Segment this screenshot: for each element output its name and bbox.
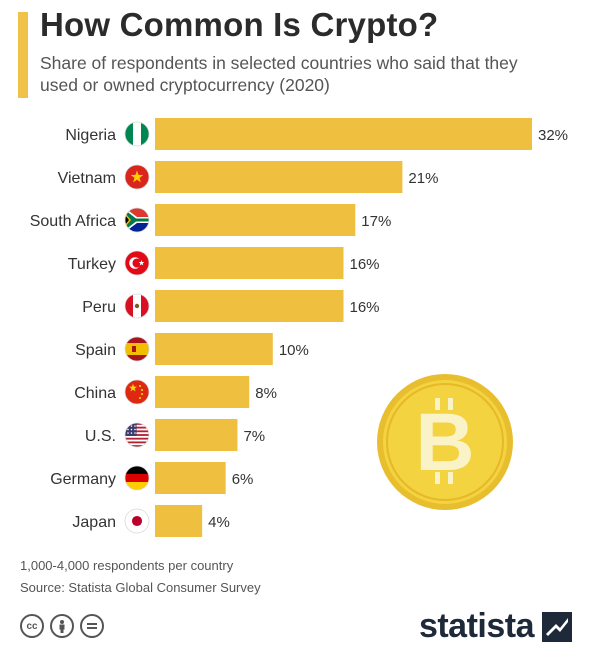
south-africa-flag-icon [124,207,150,233]
bar-row: U.S. 7% [85,419,265,451]
value-label: 16% [350,299,380,316]
chart-title: How Common Is Crypto? [40,6,439,43]
cc-icon: cc [20,614,44,638]
statista-logo[interactable]: statista [419,607,572,646]
spain-flag-icon [124,336,150,362]
china-flag-icon [124,379,150,405]
nigeria-flag-icon [124,121,150,147]
vietnam-flag-icon [124,164,150,190]
bar [155,462,226,494]
bar-row: Japan 4% [72,505,230,537]
bar [155,161,403,193]
value-label: 7% [243,428,265,445]
bar [155,204,356,236]
bar-chart: Nigeria 32% Vietnam 21% South Africa 17% Turke… [30,118,568,537]
bar [155,290,344,322]
bar [155,247,344,279]
value-label: 21% [408,170,438,187]
bar [155,376,250,408]
value-label: 10% [279,342,309,359]
value-label: 32% [538,127,568,144]
bar-row: Vietnam 21% [58,161,438,193]
statista-mark-icon [542,611,572,642]
chart-subtitle: Share of respondents in selected countri… [40,53,518,95]
value-label: 4% [208,514,230,531]
bar-row: China 8% [74,376,277,408]
japan-flag-icon [124,508,150,534]
category-label: U.S. [85,428,116,445]
bar [155,505,203,537]
nd-icon [80,614,104,638]
turkey-flag-icon [124,250,150,276]
bitcoin-coin-icon: B [377,374,513,510]
bar-row: Nigeria 32% [65,118,568,150]
svg-text:B: B [415,397,474,488]
category-label: Germany [50,471,116,488]
license-icons: cc [20,614,104,638]
category-label: South Africa [30,213,116,230]
source-note: Source: Statista Global Consumer Survey [20,580,261,595]
brand-name: statista [418,607,535,645]
title-accent-bar [18,12,28,98]
by-icon [50,614,74,638]
sample-note: 1,000-4,000 respondents per country [20,558,234,573]
peru-flag-icon [124,293,150,319]
value-label: 8% [255,385,277,402]
category-label: Japan [72,514,116,531]
category-label: Peru [82,299,116,316]
value-label: 6% [232,471,254,488]
us-flag-icon [124,422,150,448]
category-label: China [74,385,116,402]
category-label: Nigeria [65,127,116,144]
bar [155,419,238,451]
category-label: Vietnam [58,170,116,187]
bar-row: Spain 10% [75,333,309,365]
category-label: Spain [75,342,116,359]
bar [155,118,532,150]
category-label: Turkey [68,256,116,273]
bar-row: Germany 6% [50,462,253,494]
value-label: 17% [361,213,391,230]
bar-row: South Africa 17% [30,204,391,236]
bar-row: Peru 16% [82,290,380,322]
bar-row: Turkey 16% [68,247,380,279]
bar [155,333,273,365]
value-label: 16% [350,256,380,273]
germany-flag-icon [124,465,150,491]
